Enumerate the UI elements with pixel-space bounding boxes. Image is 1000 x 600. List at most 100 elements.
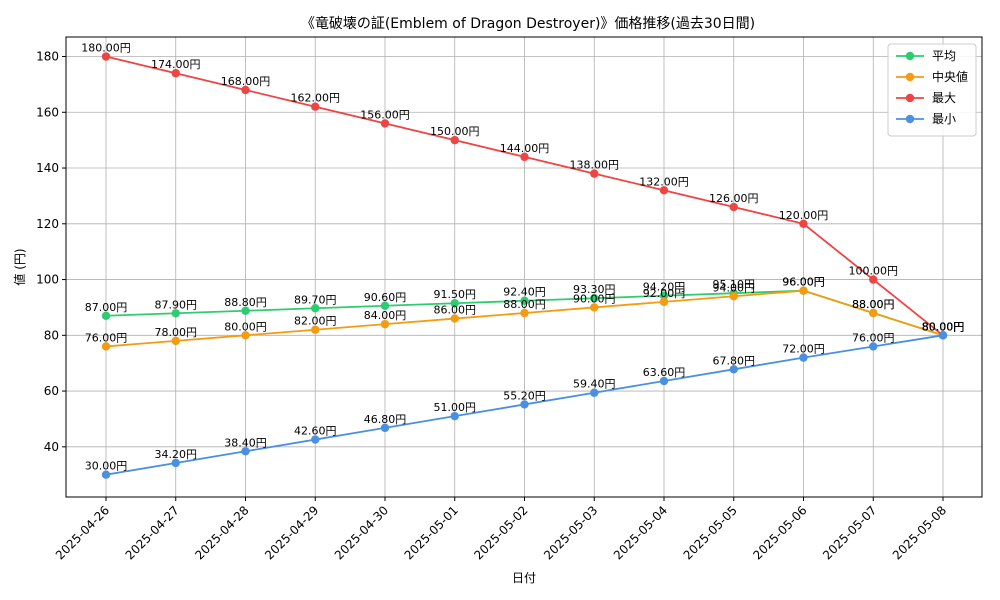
data-label: 80.00円 bbox=[922, 320, 965, 333]
data-label: 90.00円 bbox=[573, 292, 616, 305]
x-tick-label: 2025-05-03 bbox=[541, 503, 600, 562]
data-label: 168.00円 bbox=[221, 75, 271, 88]
grid bbox=[66, 37, 982, 497]
data-label: 138.00円 bbox=[570, 159, 620, 172]
y-tick-label: 160 bbox=[36, 105, 59, 119]
data-label: 87.00円 bbox=[85, 301, 128, 314]
data-point bbox=[520, 308, 529, 318]
data-label: 86.00円 bbox=[434, 304, 477, 317]
data-point bbox=[590, 303, 599, 312]
data-label: 84.00円 bbox=[364, 309, 407, 322]
data-label: 94.20円 bbox=[643, 281, 686, 294]
data-point bbox=[799, 286, 808, 295]
data-point bbox=[659, 186, 669, 195]
legend-entry: 中央値 bbox=[932, 69, 968, 84]
data-label: 34.20円 bbox=[155, 448, 198, 461]
data-label: 67.80円 bbox=[713, 354, 756, 367]
data-label: 80.00円 bbox=[922, 320, 965, 333]
data-label: 93.30円 bbox=[573, 283, 616, 296]
data-label: 96.00円 bbox=[782, 276, 825, 289]
data-point bbox=[311, 304, 320, 313]
data-point bbox=[450, 299, 459, 308]
x-tick-label: 2025-05-06 bbox=[750, 503, 809, 562]
series-lines bbox=[101, 52, 948, 479]
data-point bbox=[101, 52, 111, 61]
legend-swatch-marker bbox=[905, 72, 915, 82]
legend-swatch-marker bbox=[905, 114, 915, 124]
x-tick-label: 2025-05-05 bbox=[681, 503, 740, 562]
data-label: 94.00円 bbox=[713, 281, 756, 294]
data-label: 132.00円 bbox=[639, 175, 689, 188]
data-point bbox=[520, 400, 529, 409]
y-axis-title: 値 (円) bbox=[12, 248, 27, 285]
data-point bbox=[450, 411, 459, 421]
data-label: 88.00円 bbox=[852, 298, 895, 311]
data-label: 126.00円 bbox=[709, 192, 759, 205]
data-point bbox=[380, 423, 390, 433]
data-point bbox=[380, 319, 390, 329]
data-label: 150.00円 bbox=[430, 125, 480, 138]
data-point bbox=[171, 69, 180, 78]
x-tick-label: 2025-05-01 bbox=[402, 503, 461, 562]
y-tick-label: 120 bbox=[36, 217, 59, 231]
data-point bbox=[729, 202, 738, 212]
data-point bbox=[311, 325, 320, 334]
data-point bbox=[729, 292, 738, 301]
y-tick-label: 60 bbox=[44, 384, 59, 398]
data-point bbox=[241, 85, 250, 95]
data-label: 78.00円 bbox=[155, 326, 198, 339]
data-label: 88.00円 bbox=[503, 298, 546, 311]
data-point bbox=[311, 102, 320, 111]
x-tick-label: 2025-04-30 bbox=[332, 503, 391, 562]
data-point bbox=[869, 342, 878, 351]
data-point bbox=[520, 152, 529, 162]
data-label: 92.40円 bbox=[503, 286, 546, 299]
y-tick-label: 100 bbox=[36, 273, 59, 287]
data-label: 180.00円 bbox=[81, 42, 131, 55]
data-point bbox=[520, 296, 529, 305]
x-tick-label: 2025-05-07 bbox=[820, 503, 879, 562]
x-axis-title: 日付 bbox=[512, 571, 536, 585]
data-point bbox=[590, 388, 599, 397]
data-point bbox=[171, 336, 180, 346]
y-tick-label: 180 bbox=[36, 50, 59, 64]
data-label: 55.20円 bbox=[503, 389, 546, 402]
data-point bbox=[729, 365, 738, 374]
chart-title: 《竜破壊の証(Emblem of Dragon Destroyer)》価格推移(… bbox=[301, 15, 755, 32]
data-label: 90.60円 bbox=[364, 291, 407, 304]
data-label: 87.90円 bbox=[155, 298, 198, 311]
data-point bbox=[241, 306, 250, 315]
legend-swatch-marker bbox=[905, 51, 915, 61]
data-label: 88.00円 bbox=[852, 298, 895, 311]
data-point bbox=[938, 331, 948, 340]
data-point bbox=[241, 447, 250, 456]
data-label: 88.80円 bbox=[224, 296, 267, 309]
data-label: 96.00円 bbox=[782, 276, 825, 289]
data-point bbox=[869, 275, 878, 284]
legend-box bbox=[887, 43, 977, 137]
data-point bbox=[241, 331, 250, 340]
data-point bbox=[101, 470, 111, 479]
data-point bbox=[659, 291, 669, 300]
data-label: 51.00円 bbox=[434, 401, 477, 414]
data-point bbox=[311, 435, 320, 444]
data-label: 59.40円 bbox=[573, 378, 616, 391]
data-label: 80.00円 bbox=[224, 320, 267, 333]
data-label: 162.00円 bbox=[291, 92, 341, 105]
data-labels: 87.00円 87.90円 88.80円 89.70円 90.60円 91.50円 92.4… bbox=[81, 42, 964, 473]
legend-swatch-marker bbox=[905, 93, 915, 103]
legend-entry: 最小 bbox=[932, 112, 956, 126]
data-label: 30.00円 bbox=[85, 460, 128, 473]
data-label: 82.00円 bbox=[294, 315, 337, 328]
x-tick-label: 2025-05-02 bbox=[471, 503, 530, 562]
x-tick-label: 2025-04-29 bbox=[262, 503, 321, 562]
y-tick-label: 80 bbox=[44, 328, 59, 342]
data-label: 95.10円 bbox=[713, 278, 756, 291]
data-label: 174.00円 bbox=[151, 58, 201, 71]
plot-frame bbox=[65, 36, 983, 498]
x-axis: 2025-04-26 2025-04-27 2025-04-28 2025-04-29… bbox=[53, 497, 949, 562]
x-tick-label: 2025-04-28 bbox=[192, 503, 251, 562]
data-point bbox=[380, 119, 390, 128]
